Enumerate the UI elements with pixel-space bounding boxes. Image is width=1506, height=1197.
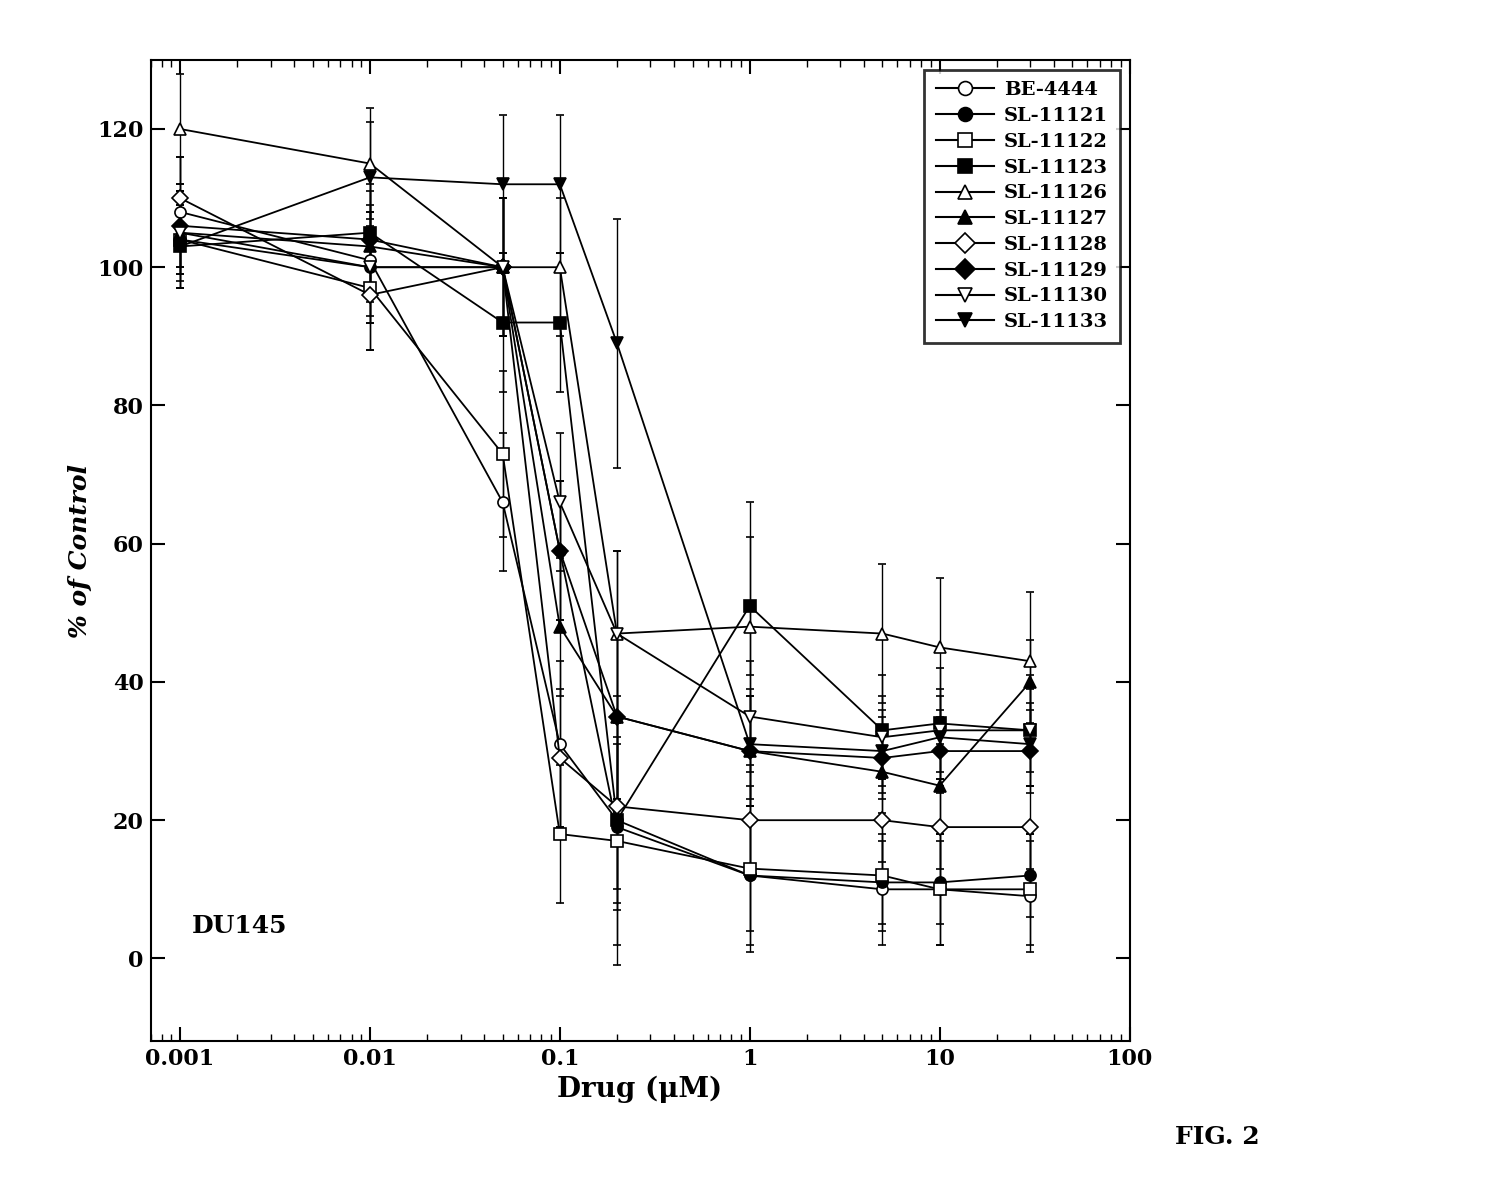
Text: DU145: DU145 bbox=[191, 913, 288, 937]
Text: FIG. 2: FIG. 2 bbox=[1175, 1125, 1259, 1149]
X-axis label: Drug (μM): Drug (μM) bbox=[557, 1076, 723, 1104]
Legend: BE-4444, SL-11121, SL-11122, SL-11123, SL-11126, SL-11127, SL-11128, SL-11129, S: BE-4444, SL-11121, SL-11122, SL-11123, S… bbox=[925, 69, 1120, 342]
Y-axis label: % of Control: % of Control bbox=[68, 463, 92, 638]
